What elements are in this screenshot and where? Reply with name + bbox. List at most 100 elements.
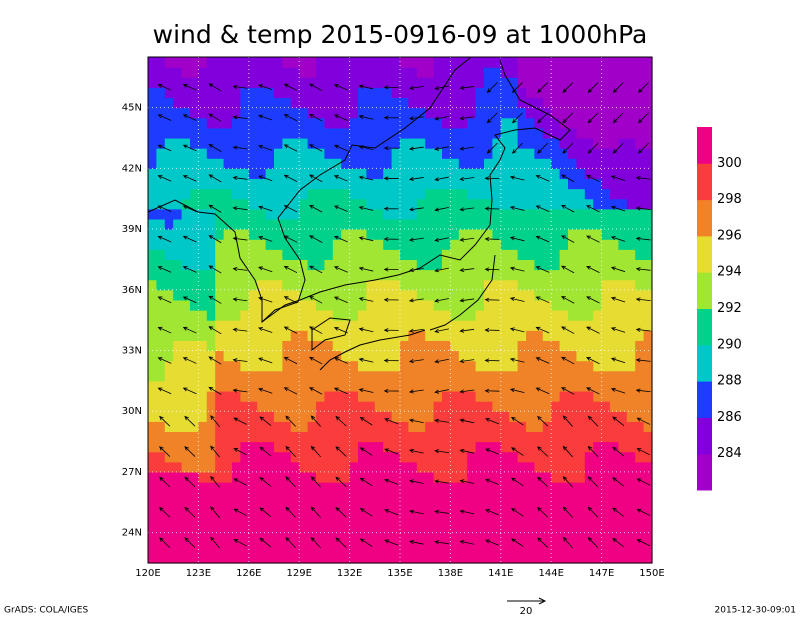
shade-cell: [206, 229, 216, 240]
shade-cell: [635, 512, 645, 524]
shade-cell: [290, 239, 300, 250]
wind-arrow: [459, 479, 475, 484]
shade-cell: [643, 482, 653, 493]
shade-cell: [190, 390, 199, 402]
shade-cell: [223, 137, 233, 149]
shade-cell: [568, 97, 577, 109]
shade-cell: [358, 97, 367, 109]
shade-cell: [341, 259, 351, 271]
shade-cell: [484, 168, 493, 180]
shade-cell: [416, 178, 426, 190]
shade-cell: [610, 107, 619, 119]
shade-cell: [593, 390, 603, 402]
shade-cell: [282, 148, 292, 159]
shade-cell: [442, 198, 451, 210]
shade-cell: [358, 360, 367, 372]
shade-cell: [433, 512, 443, 524]
shade-cell: [374, 269, 384, 281]
shade-cell: [576, 552, 586, 564]
shade-cell: [408, 269, 418, 281]
shade-cell: [257, 431, 267, 443]
wind-arrow: [486, 142, 498, 154]
shade-cell: [492, 522, 502, 534]
shade-cell: [643, 471, 653, 483]
shade-cell: [332, 259, 342, 271]
shade-cell: [500, 57, 510, 68]
shade-cell: [442, 57, 451, 68]
shade-cell: [568, 208, 577, 220]
shade-cell: [643, 269, 653, 281]
shade-cell: [324, 208, 334, 220]
shade-cell: [484, 87, 493, 99]
shade-cell: [643, 451, 653, 463]
shade-cell: [408, 188, 418, 200]
shade-cell: [517, 431, 527, 443]
shade-cell: [610, 279, 619, 291]
shade-cell: [307, 552, 317, 564]
shade-cell: [190, 522, 199, 534]
wind-arrow: [309, 174, 323, 183]
shade-cell: [635, 67, 645, 78]
shade-cell: [332, 289, 342, 301]
lat-label: 27N: [122, 467, 142, 478]
shade-cell: [282, 482, 292, 493]
wind-arrow: [182, 235, 197, 243]
shade-cell: [534, 67, 544, 78]
shade-cell: [568, 380, 577, 392]
shade-cell: [601, 57, 611, 68]
shade-cell: [324, 299, 334, 311]
shade-cell: [206, 259, 216, 271]
wind-arrow: [232, 206, 248, 211]
shade-cell: [618, 411, 628, 422]
shade-cell: [358, 127, 367, 139]
wind-arrow: [561, 326, 575, 334]
shade-cell: [274, 178, 283, 190]
shade-cell: [190, 218, 199, 230]
shade-cell: [593, 259, 603, 271]
shade-cell: [517, 299, 527, 311]
shade-cell: [601, 451, 611, 463]
wind-arrow: [509, 388, 525, 393]
wind-arrow: [537, 537, 549, 548]
shade-cell: [358, 249, 367, 260]
reference-label: 20: [520, 606, 533, 617]
shade-cell: [626, 532, 636, 544]
wind-arrow: [509, 357, 525, 363]
shade-cell: [610, 137, 619, 149]
shade-cell: [635, 127, 645, 139]
shade-cell: [248, 390, 258, 402]
shade-cell: [358, 87, 367, 99]
shade-cell: [181, 97, 191, 109]
shade-cell: [484, 522, 493, 534]
wind-arrow: [157, 326, 172, 334]
shade-cell: [349, 401, 359, 412]
shade-cell: [148, 390, 157, 402]
wind-arrow: [610, 357, 626, 364]
shade-cell: [584, 360, 594, 372]
wind-arrow: [182, 266, 197, 273]
wind-arrow: [309, 265, 323, 274]
shade-cell: [576, 522, 586, 534]
shade-cell: [274, 421, 283, 433]
shade-cell: [148, 77, 157, 88]
shade-cell: [542, 279, 552, 291]
shade-cell: [534, 512, 544, 524]
shade-cell: [643, 522, 653, 534]
shade-cell: [156, 148, 166, 159]
shade-cell: [601, 208, 611, 220]
shade-cell: [232, 218, 241, 230]
shade-cell: [198, 148, 208, 159]
shade-cell: [542, 320, 552, 331]
shade-cell: [383, 370, 393, 382]
shade-cell: [257, 198, 267, 210]
shade-cell: [517, 117, 527, 129]
lat-label: 36N: [122, 285, 142, 296]
shade-cell: [156, 208, 166, 220]
shade-cell: [324, 502, 334, 513]
wind-arrow: [258, 296, 273, 303]
shade-cell: [626, 421, 636, 433]
shade-cell: [517, 269, 527, 281]
shade-cell: [232, 492, 241, 503]
shade-cell: [584, 492, 594, 503]
shade-cell: [568, 259, 577, 271]
